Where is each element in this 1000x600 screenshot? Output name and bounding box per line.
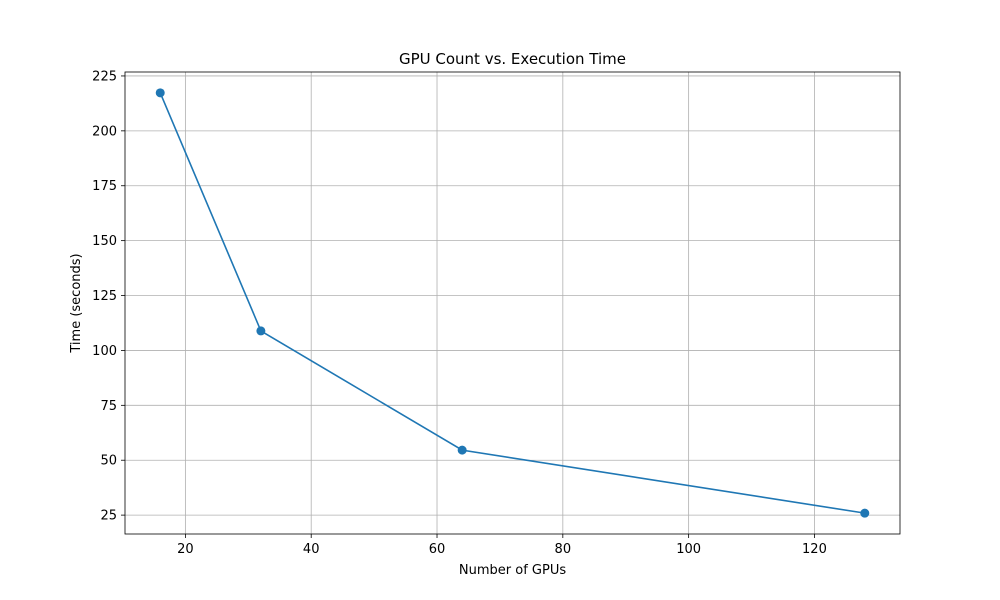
y-tick-label: 25: [100, 509, 117, 524]
x-tick-label: 40: [303, 542, 320, 557]
chart-title: GPU Count vs. Execution Time: [399, 50, 626, 68]
x-tick-label: 20: [177, 542, 194, 557]
x-tick-label: 120: [802, 542, 827, 557]
y-tick-label: 75: [100, 399, 117, 414]
data-point: [256, 326, 265, 335]
y-axis-label: Time (seconds): [69, 253, 84, 353]
y-tick-label: 150: [92, 234, 117, 249]
data-point: [458, 446, 467, 455]
y-tick-label: 125: [92, 289, 117, 304]
x-axis-label: Number of GPUs: [459, 563, 566, 578]
x-tick-label: 100: [676, 542, 701, 557]
y-tick-label: 50: [100, 454, 117, 469]
y-tick-label: 200: [92, 124, 117, 139]
y-tick-label: 175: [92, 179, 117, 194]
data-point: [156, 88, 165, 97]
x-tick-label: 80: [555, 542, 572, 557]
x-tick-label: 60: [429, 542, 446, 557]
data-point: [860, 509, 869, 518]
y-tick-label: 225: [92, 69, 117, 84]
y-tick-label: 100: [92, 344, 117, 359]
